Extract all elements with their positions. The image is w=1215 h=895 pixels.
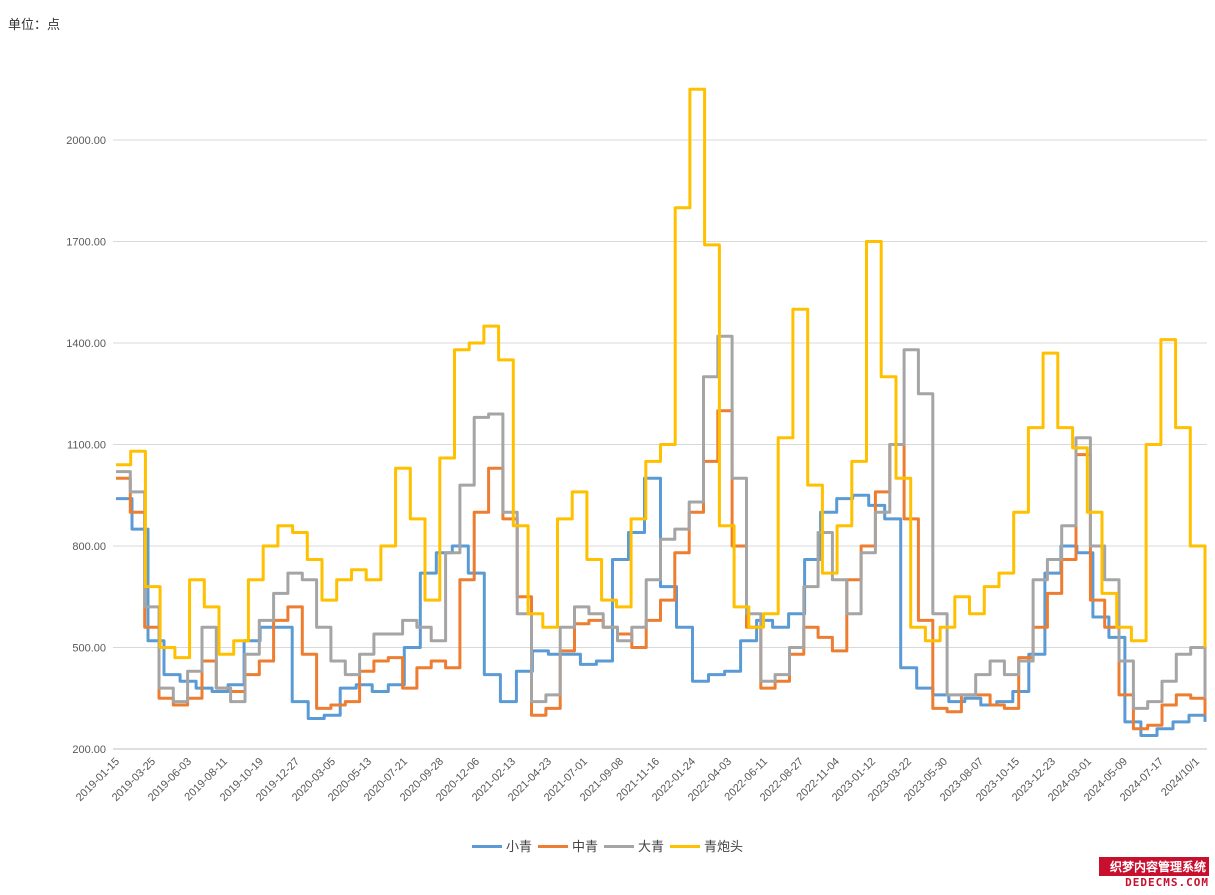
watermark-line2: DEDECMS.COM (1125, 876, 1209, 889)
y-tick-label: 500.00 (72, 643, 106, 655)
legend-swatch (604, 845, 634, 849)
y-axis: 200.00 500.00 800.00 1100.00 1400.00 1700.00 2… (66, 135, 106, 756)
legend-swatch (670, 845, 701, 849)
legend-label: 小青 (505, 839, 532, 854)
legend-swatch (537, 845, 568, 849)
x-axis: 2019-01-152019-03-252019-06-032019-08-11… (74, 756, 1202, 804)
y-tick-label: 200.00 (72, 744, 106, 756)
watermark-line1: 织梦内容管理系统 (1099, 857, 1209, 876)
series-line-大青 (116, 334, 1207, 710)
legend-item: 小青 (471, 836, 532, 855)
series-line-小青 (116, 476, 1207, 737)
legend-item: 大青 (604, 836, 664, 855)
legend: 小青 中青 大青 青炮头 (0, 836, 1215, 855)
legend-label: 大青 (638, 839, 665, 854)
legend-item: 青炮头 (670, 836, 743, 855)
series-line-中青 (116, 409, 1207, 731)
line-chart: 200.00 500.00 800.00 1100.00 1400.00 1700.00 2… (66, 87, 1207, 804)
y-tick-label: 1700.00 (66, 237, 106, 249)
series-line-青炮头 (116, 87, 1207, 660)
unit-label: 单位：点 (8, 17, 61, 32)
x-tick-label: 2024/10/1 (1159, 756, 1202, 799)
legend-label: 中青 (571, 839, 598, 854)
series-lines (116, 87, 1207, 737)
y-tick-label: 800.00 (72, 541, 106, 553)
legend-swatch (471, 845, 502, 849)
watermark: 织梦内容管理系统 DEDECMS.COM (1099, 857, 1209, 889)
legend-item: 中青 (537, 836, 598, 855)
y-tick-label: 2000.00 (66, 135, 106, 147)
y-tick-label: 1100.00 (67, 440, 106, 452)
legend-label: 青炮头 (704, 839, 744, 854)
y-tick-label: 1400.00 (66, 338, 106, 350)
